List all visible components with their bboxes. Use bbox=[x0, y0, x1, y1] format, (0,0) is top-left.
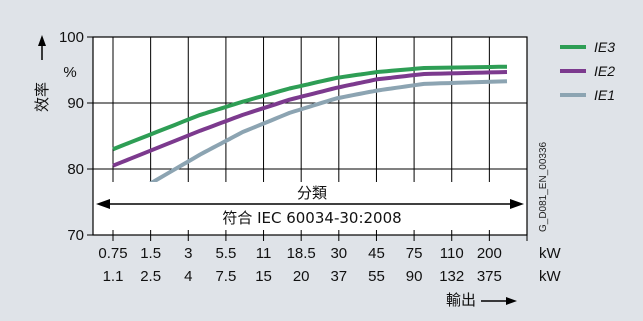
y-axis-unit: % bbox=[63, 64, 76, 81]
series-ie3-line bbox=[112, 64, 508, 152]
y-axis-arrow-head bbox=[38, 35, 46, 46]
y-tick-label: 100 bbox=[59, 29, 84, 46]
x-tick-label-bottom: 2.5 bbox=[140, 268, 161, 285]
annotation-text: 符合 IEC 60034-30:2008 bbox=[222, 209, 401, 227]
legend-label-ie3: IE3 bbox=[594, 39, 615, 55]
x-tick-label-top: 0.75 bbox=[98, 245, 127, 262]
x-tick-label-bottom: 20 bbox=[293, 268, 310, 285]
x-tick-label-bottom: 37 bbox=[330, 268, 347, 285]
x-axis: 輸出 kW kW 0.75 1.5 3 5.5 11 18.5 30 45 75 110 200 1.… bbox=[98, 245, 561, 309]
y-axis-label: 效率 bbox=[33, 82, 51, 112]
x-tick-label-top: 5.5 bbox=[215, 245, 236, 262]
x-tick-label-top: 3 bbox=[184, 245, 192, 262]
y-tick-label: 90 bbox=[67, 95, 84, 112]
y-tick-label: 70 bbox=[67, 227, 84, 244]
x-tick-label-top: 1.5 bbox=[140, 245, 161, 262]
x-axis-label: 輸出 bbox=[446, 291, 476, 309]
x-tick-label-bottom: 4 bbox=[184, 268, 192, 285]
x-tick-label-top: 200 bbox=[477, 245, 502, 262]
y-tick-label: 80 bbox=[67, 161, 84, 178]
y-axis: 效率 % bbox=[33, 35, 77, 112]
x-tick-label-top: 11 bbox=[256, 245, 272, 262]
annotation-title: 分類 bbox=[297, 184, 327, 202]
x-tick-label-top: 110 bbox=[440, 245, 464, 262]
x-tick-label-bottom: 132 bbox=[439, 268, 464, 285]
series-ie1-line bbox=[111, 79, 508, 208]
annotation-background bbox=[97, 182, 523, 230]
annotation-arrow-left bbox=[96, 199, 110, 209]
legend-label-ie2: IE2 bbox=[594, 63, 615, 79]
x-tick-label-bottom: 15 bbox=[255, 268, 272, 285]
x-axis-unit-top: kW bbox=[539, 245, 562, 262]
x-tick-label-top: 45 bbox=[368, 245, 385, 262]
x-axis-arrow-head bbox=[506, 297, 517, 305]
x-axis-unit-bottom: kW bbox=[539, 268, 562, 285]
series-ie2-line bbox=[112, 70, 508, 168]
x-tick-label-bottom: 55 bbox=[368, 268, 385, 285]
legend-label-ie1: IE1 bbox=[594, 87, 615, 103]
x-tick-label-bottom: 7.5 bbox=[215, 268, 236, 285]
legend: IE3 IE2 IE1 bbox=[560, 39, 615, 103]
x-tick-label-top: 30 bbox=[330, 245, 347, 262]
x-tick-label-top: 75 bbox=[406, 245, 423, 262]
series-layer bbox=[111, 64, 508, 208]
x-tick-label-bottom: 375 bbox=[477, 268, 502, 285]
x-tick-label-bottom: 1.1 bbox=[103, 268, 124, 285]
figure-code: G_D081_EN_00336 bbox=[538, 141, 549, 232]
x-tick-label-bottom: 90 bbox=[406, 268, 423, 285]
x-tick-label-top: 18.5 bbox=[287, 245, 316, 262]
annotation-arrow-right bbox=[510, 199, 524, 209]
